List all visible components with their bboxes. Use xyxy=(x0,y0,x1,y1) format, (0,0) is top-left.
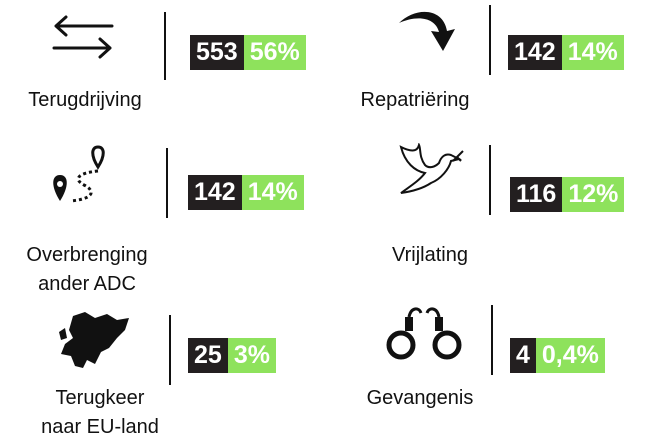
label: Gevangenis xyxy=(345,384,495,413)
label: Repatriëring xyxy=(340,86,490,115)
stat-box: 142 14% xyxy=(188,175,304,210)
percent: 14% xyxy=(561,35,624,70)
divider xyxy=(169,315,171,385)
divider xyxy=(166,148,168,218)
percent: 12% xyxy=(562,177,625,212)
label: Terugdrijving xyxy=(5,86,165,115)
stat-box: 142 14% xyxy=(508,35,624,70)
handcuffs-icon xyxy=(386,307,462,360)
count: 142 xyxy=(188,175,242,210)
percent: 56% xyxy=(243,35,306,70)
divider xyxy=(489,5,491,75)
stat-box: 25 3% xyxy=(188,338,276,373)
stat-box: 4 0,4% xyxy=(510,338,605,373)
label-line: Gevangenis xyxy=(366,387,474,409)
label-line: Overbrenging xyxy=(26,244,148,266)
arrows-icon xyxy=(52,15,114,59)
label: Vrijlating xyxy=(355,241,505,270)
percent: 3% xyxy=(227,338,276,373)
percent: 14% xyxy=(241,175,304,210)
percent: 0,4% xyxy=(535,338,605,373)
count: 142 xyxy=(508,35,562,70)
label: Terugkeer naar EU-land xyxy=(25,384,175,436)
route-icon xyxy=(53,145,105,203)
label-line: Terugdrijving xyxy=(28,89,142,111)
europe-map-icon xyxy=(59,312,129,368)
count: 553 xyxy=(190,35,244,70)
count: 4 xyxy=(510,338,536,373)
label-line: Repatriëring xyxy=(360,89,470,111)
label-line: Terugkeer xyxy=(55,387,145,409)
dove-icon xyxy=(399,143,464,194)
stat-box: 553 56% xyxy=(190,35,306,70)
turn-arrow-icon xyxy=(399,11,455,52)
count: 116 xyxy=(510,177,563,212)
label-line: Vrijlating xyxy=(392,244,468,266)
label-line: naar EU-land xyxy=(41,416,159,436)
divider xyxy=(489,145,491,215)
count: 25 xyxy=(188,338,228,373)
label-line: ander ADC xyxy=(38,273,136,295)
label: Overbrenging ander ADC xyxy=(8,241,166,299)
divider xyxy=(164,12,166,80)
stat-box: 116 12% xyxy=(510,177,625,212)
divider xyxy=(491,305,493,375)
